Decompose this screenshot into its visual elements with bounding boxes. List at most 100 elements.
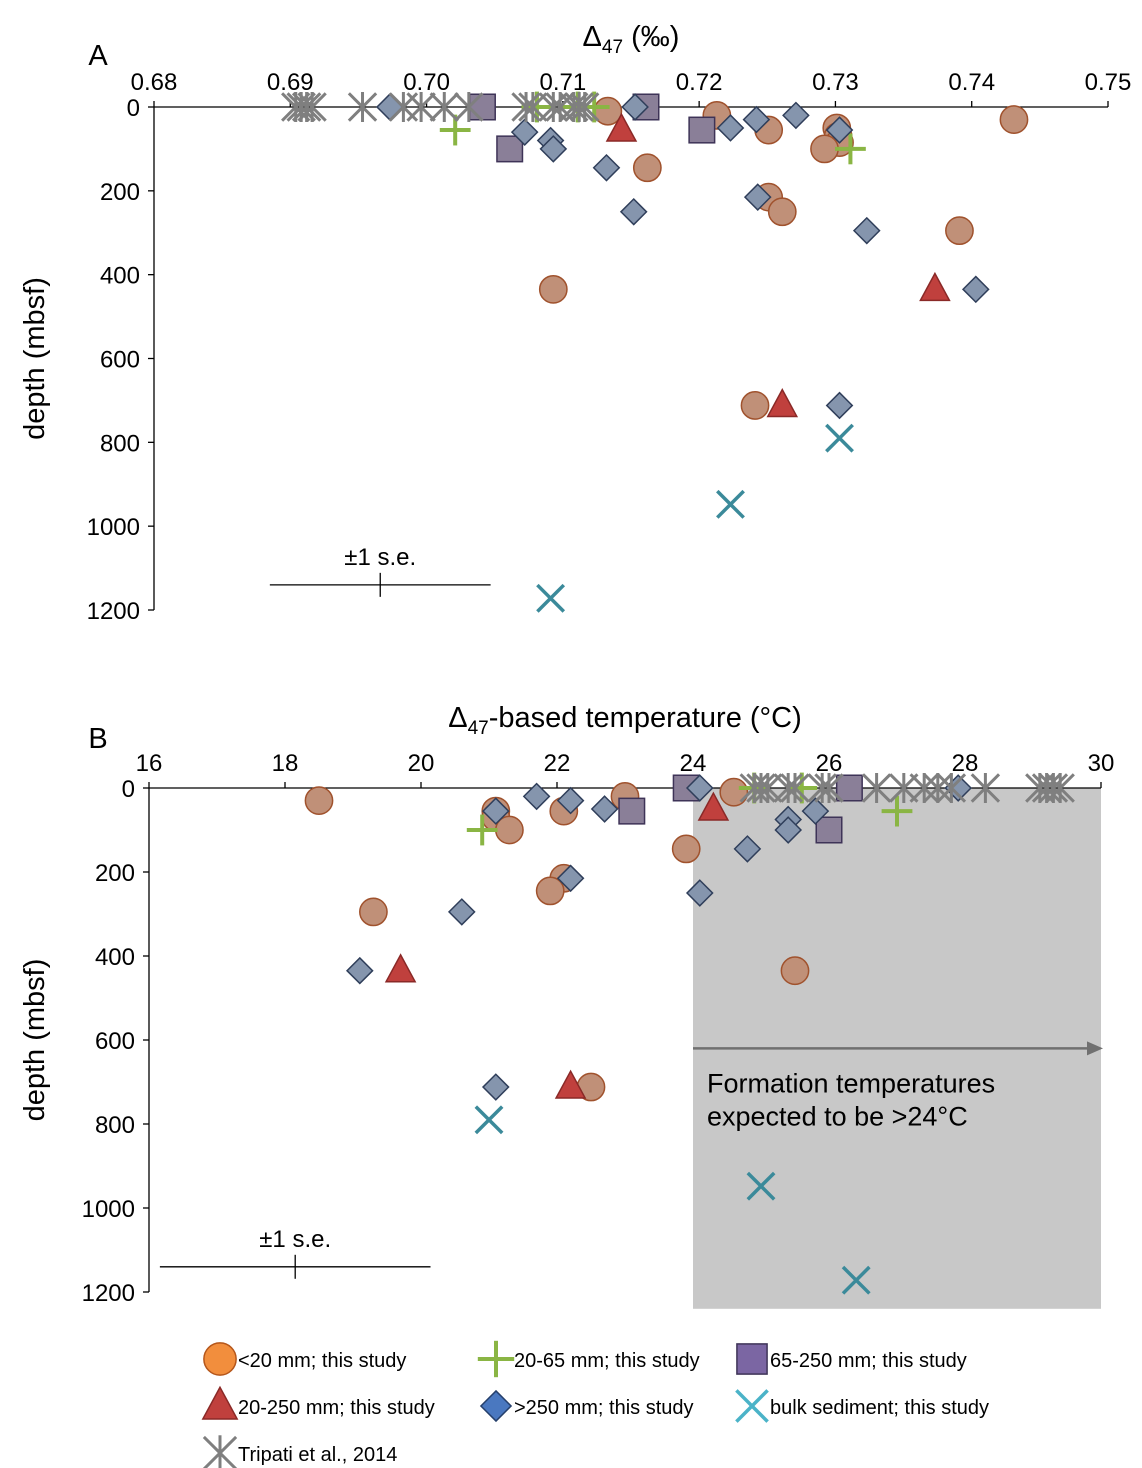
legend-label: 65-250 mm; this study — [770, 1350, 967, 1372]
data-point-tripati — [1031, 772, 1062, 804]
data-point-tripati — [780, 772, 810, 804]
legend-item-lt20: <20 mm; this study — [203, 1342, 406, 1376]
x-tick-label: 0.69 — [267, 69, 314, 96]
data-point-gt250 — [825, 116, 854, 144]
series-p20_250 — [384, 791, 730, 1099]
series-tripati — [281, 91, 600, 123]
series-tripati — [739, 772, 1075, 804]
data-point-tripati — [1045, 772, 1075, 804]
series-gt250 — [375, 93, 990, 420]
legend-item-tripati: Tripati et al., 2014 — [202, 1435, 397, 1468]
marker-x-b — [536, 583, 566, 613]
y-tick-label: 800 — [95, 1112, 135, 1139]
x-tick-label: 22 — [544, 750, 571, 777]
data-point-gt250 — [733, 835, 762, 863]
data-point-gt250 — [743, 183, 772, 211]
marker-x-b — [746, 1171, 776, 1201]
y-tick-label: 400 — [100, 263, 140, 290]
annotation-text-line: Formation temperatures — [707, 1068, 995, 1098]
x-axis-title-symbol: Δ — [448, 702, 467, 734]
data-point-gt250 — [621, 93, 649, 121]
data-point-gt250 — [801, 797, 830, 825]
data-point-tripati — [406, 91, 436, 123]
x-axis-title: Δ47-based temperature (°C) — [448, 702, 802, 739]
series-lt20 — [538, 96, 1029, 420]
data-point-gt250 — [590, 795, 619, 823]
data-point-p20_250 — [605, 112, 638, 142]
data-point-tripati — [936, 772, 967, 804]
legend-marker-gt250 — [479, 1389, 513, 1423]
annotation-arrow-head — [1087, 1041, 1103, 1056]
legend: <20 mm; this study 20-65 mm; this study 65… — [201, 1340, 989, 1468]
legend-item-gt250: >250 mm; this study — [479, 1389, 694, 1423]
data-point-tripati — [746, 772, 776, 804]
data-point-tripati — [1038, 772, 1069, 804]
data-point-tripati — [518, 91, 548, 123]
error-bar-label: ±1 s.e. — [259, 1226, 331, 1253]
x-tick-label: 28 — [952, 750, 979, 777]
data-point-gt250 — [774, 816, 803, 844]
data-point-p65_250 — [815, 816, 843, 844]
data-point-p20_250 — [919, 271, 951, 302]
x-tick-label: 16 — [136, 750, 163, 777]
x-tick-label: 0.68 — [131, 69, 178, 96]
data-point-p20_65 — [835, 133, 866, 165]
y-tick-label: 200 — [100, 179, 140, 206]
data-point-p20_250 — [384, 953, 417, 983]
data-point-tripati — [347, 91, 378, 123]
data-point-tripati — [814, 772, 844, 804]
data-point-p65_250 — [835, 774, 863, 802]
legend-item-p20_250: 20-250 mm; this study — [201, 1385, 435, 1420]
data-point-p20_65 — [466, 814, 498, 846]
x-tick-label: 24 — [680, 750, 707, 777]
legend-label: Tripati et al., 2014 — [238, 1444, 397, 1466]
data-point-gt250 — [481, 1073, 510, 1101]
data-point-lt20 — [999, 105, 1029, 134]
legend-marker-tripati — [202, 1435, 238, 1468]
data-point-gt250 — [481, 797, 510, 825]
data-point-tripati — [564, 91, 594, 123]
data-point-tripati — [753, 772, 783, 804]
data-point-lt20 — [535, 876, 565, 906]
data-point-bulk — [716, 489, 745, 519]
x-axis-title-symbol: Δ — [583, 21, 602, 53]
data-point-bulk — [536, 583, 566, 613]
x-axis-title-subscript: 47 — [468, 718, 489, 739]
data-point-tripati — [861, 772, 892, 804]
data-point-gt250 — [782, 101, 810, 130]
data-point-gt250 — [522, 782, 551, 811]
legend-marker-p20_250 — [201, 1385, 239, 1420]
series-gt250 — [345, 774, 973, 1101]
data-point-gt250 — [375, 93, 404, 121]
data-point-tripati — [970, 772, 1001, 804]
data-point-tripati — [807, 772, 837, 804]
data-point-p65_250 — [618, 797, 646, 825]
legend-marker-p20_65 — [477, 1340, 515, 1378]
x-tick-label: 20 — [408, 750, 435, 777]
data-point-bulk — [841, 1265, 871, 1295]
annotation-text-line: expected to be >24°C — [707, 1101, 968, 1131]
y-tick-label: 1200 — [82, 1280, 135, 1307]
data-point-tripati — [739, 772, 769, 804]
legend-label: bulk sediment; this study — [770, 1397, 989, 1419]
data-point-gt250 — [619, 197, 648, 226]
data-point-tripati — [1025, 772, 1055, 804]
x-tick-label: 0.71 — [539, 69, 586, 96]
data-point-tripati — [291, 91, 322, 123]
series-p20_250 — [605, 112, 951, 418]
data-point-p20_250 — [697, 791, 730, 821]
x-tick-label: 0.72 — [676, 69, 723, 96]
x-axis-title-rest: (‰) — [623, 21, 679, 53]
data-point-tripati — [297, 91, 327, 123]
error-bar: ±1 s.e. — [159, 1226, 431, 1279]
marker-x-b — [735, 1389, 769, 1423]
data-point-tripati — [909, 772, 939, 804]
data-point-tripati — [538, 91, 569, 123]
marker-x-b — [825, 423, 854, 453]
series-bulk — [536, 423, 854, 613]
data-point-lt20 — [780, 956, 810, 986]
data-point-tripati — [511, 91, 541, 123]
data-point-p20_250 — [554, 1069, 587, 1099]
legend-item-p65_250: 65-250 mm; this study — [736, 1343, 967, 1375]
